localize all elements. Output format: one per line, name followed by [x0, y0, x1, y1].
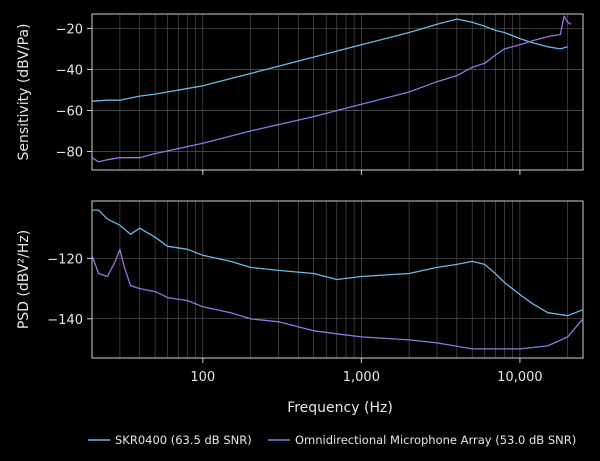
y-axis-label: PSD (dBV²/Hz) [16, 230, 32, 329]
x-tick-labels: 100 1,000 10,000 [190, 370, 542, 385]
y-gridlines: −80 −60 −40 −20 [56, 22, 583, 161]
y-tick-label: −140 [47, 313, 83, 328]
y-tick-label: −80 [56, 146, 83, 161]
x-tick-label: 100 [190, 370, 215, 385]
plot-frame [91, 13, 584, 171]
x-axis-label: Frequency (Hz) [287, 400, 393, 416]
y-tick-label: −60 [56, 104, 83, 119]
plot-frame [91, 200, 584, 359]
plot-panels: −80 −60 −40 −20 Sensitivity (dBV/Pa) −140 −120… [16, 13, 584, 385]
y-gridlines: −140 −120 [47, 252, 583, 328]
y-tick-label: −20 [56, 22, 83, 37]
panel-1: −80 −60 −40 −20 Sensitivity (dBV/Pa) [16, 13, 584, 175]
y-tick-label: −40 [56, 63, 83, 78]
x-tick-label: 1,000 [343, 370, 380, 385]
legend-item: SKR0400 (63.5 dB SNR) [88, 433, 252, 447]
legend: SKR0400 (63.5 dB SNR) Omnidirectional Mic… [88, 433, 576, 447]
series-line-2 [91, 15, 572, 163]
series-line-1 [92, 209, 584, 317]
x-gridlines [91, 201, 568, 358]
legend-item: Omnidirectional Microphone Array (53.0 d… [268, 433, 576, 447]
series-line-1 [91, 18, 568, 102]
series-line-2 [91, 248, 584, 350]
x-tick-label: 10,000 [497, 370, 543, 385]
legend-label: Omnidirectional Microphone Array (53.0 d… [295, 433, 576, 447]
y-axis-label: Sensitivity (dBV/Pa) [16, 23, 32, 160]
legend-label: SKR0400 (63.5 dB SNR) [115, 433, 252, 447]
x-gridlines [91, 14, 568, 170]
panel-2: −140 −120 PSD (dBV²/Hz) [16, 200, 584, 363]
y-tick-label: −120 [47, 252, 83, 267]
